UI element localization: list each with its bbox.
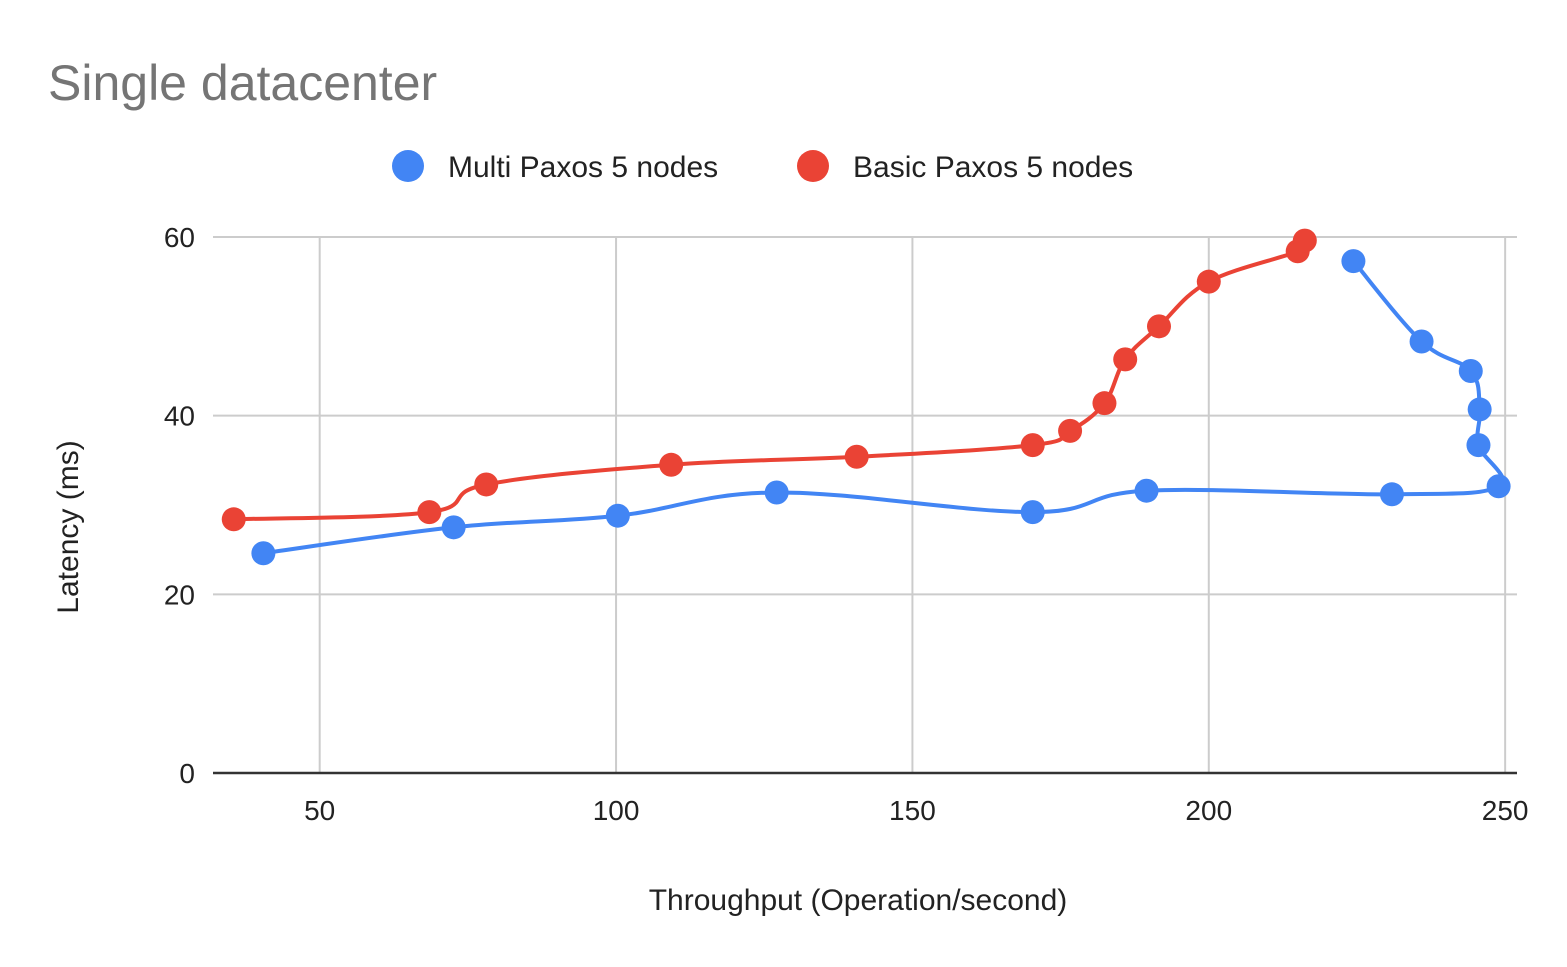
data-point — [1486, 474, 1511, 499]
x-tick-label: 200 — [1185, 795, 1232, 826]
chart-title: Single datacenter — [48, 55, 437, 111]
data-point — [1020, 500, 1045, 525]
data-point — [417, 500, 442, 525]
data-point — [1467, 397, 1492, 422]
data-point — [441, 515, 466, 540]
data-point — [474, 472, 499, 497]
data-point — [605, 503, 630, 528]
data-point — [1092, 391, 1117, 416]
data-point — [659, 452, 684, 477]
y-tick-label: 0 — [179, 758, 195, 789]
y-tick-label: 60 — [164, 222, 195, 253]
data-point — [844, 444, 869, 469]
gridlines — [213, 236, 1517, 775]
data-point — [1458, 359, 1483, 383]
x-tick-label: 150 — [889, 795, 936, 826]
x-tick-label: 100 — [593, 795, 640, 826]
data-point — [221, 507, 246, 532]
data-point — [1058, 418, 1083, 443]
legend: Multi Paxos 5 nodes Basic Paxos 5 nodes — [392, 150, 1133, 184]
legend-marker-multi-paxos — [392, 150, 424, 182]
series-0 — [251, 249, 1511, 566]
legend-label-basic-paxos: Basic Paxos 5 nodes — [853, 151, 1133, 184]
data-point — [1409, 329, 1434, 354]
data-point — [1020, 433, 1045, 458]
data-point — [1379, 482, 1404, 507]
series-line — [261, 259, 1505, 556]
y-tick-label: 40 — [164, 401, 195, 432]
data-point — [1113, 347, 1138, 372]
data-point — [1134, 478, 1159, 503]
data-point — [1146, 314, 1171, 339]
y-tick-label: 20 — [164, 579, 195, 610]
data-point — [764, 480, 789, 505]
x-tick-label: 250 — [1482, 795, 1529, 826]
data-point — [1466, 433, 1491, 458]
x-axis-label: Throughput (Operation/second) — [649, 884, 1068, 917]
series-layer — [221, 228, 1511, 566]
data-point — [1292, 228, 1317, 253]
legend-label-multi-paxos: Multi Paxos 5 nodes — [448, 151, 718, 184]
series-1 — [221, 228, 1317, 532]
legend-marker-basic-paxos — [797, 150, 829, 182]
data-point — [1196, 269, 1221, 294]
tick-labels: 0 20 40 60 50 100 150 200 250 — [164, 222, 1529, 826]
data-point — [251, 541, 276, 566]
y-axis-label: Latency (ms) — [52, 440, 85, 613]
series-line — [231, 238, 1310, 522]
x-tick-label: 50 — [304, 795, 335, 826]
data-point — [1341, 249, 1366, 274]
